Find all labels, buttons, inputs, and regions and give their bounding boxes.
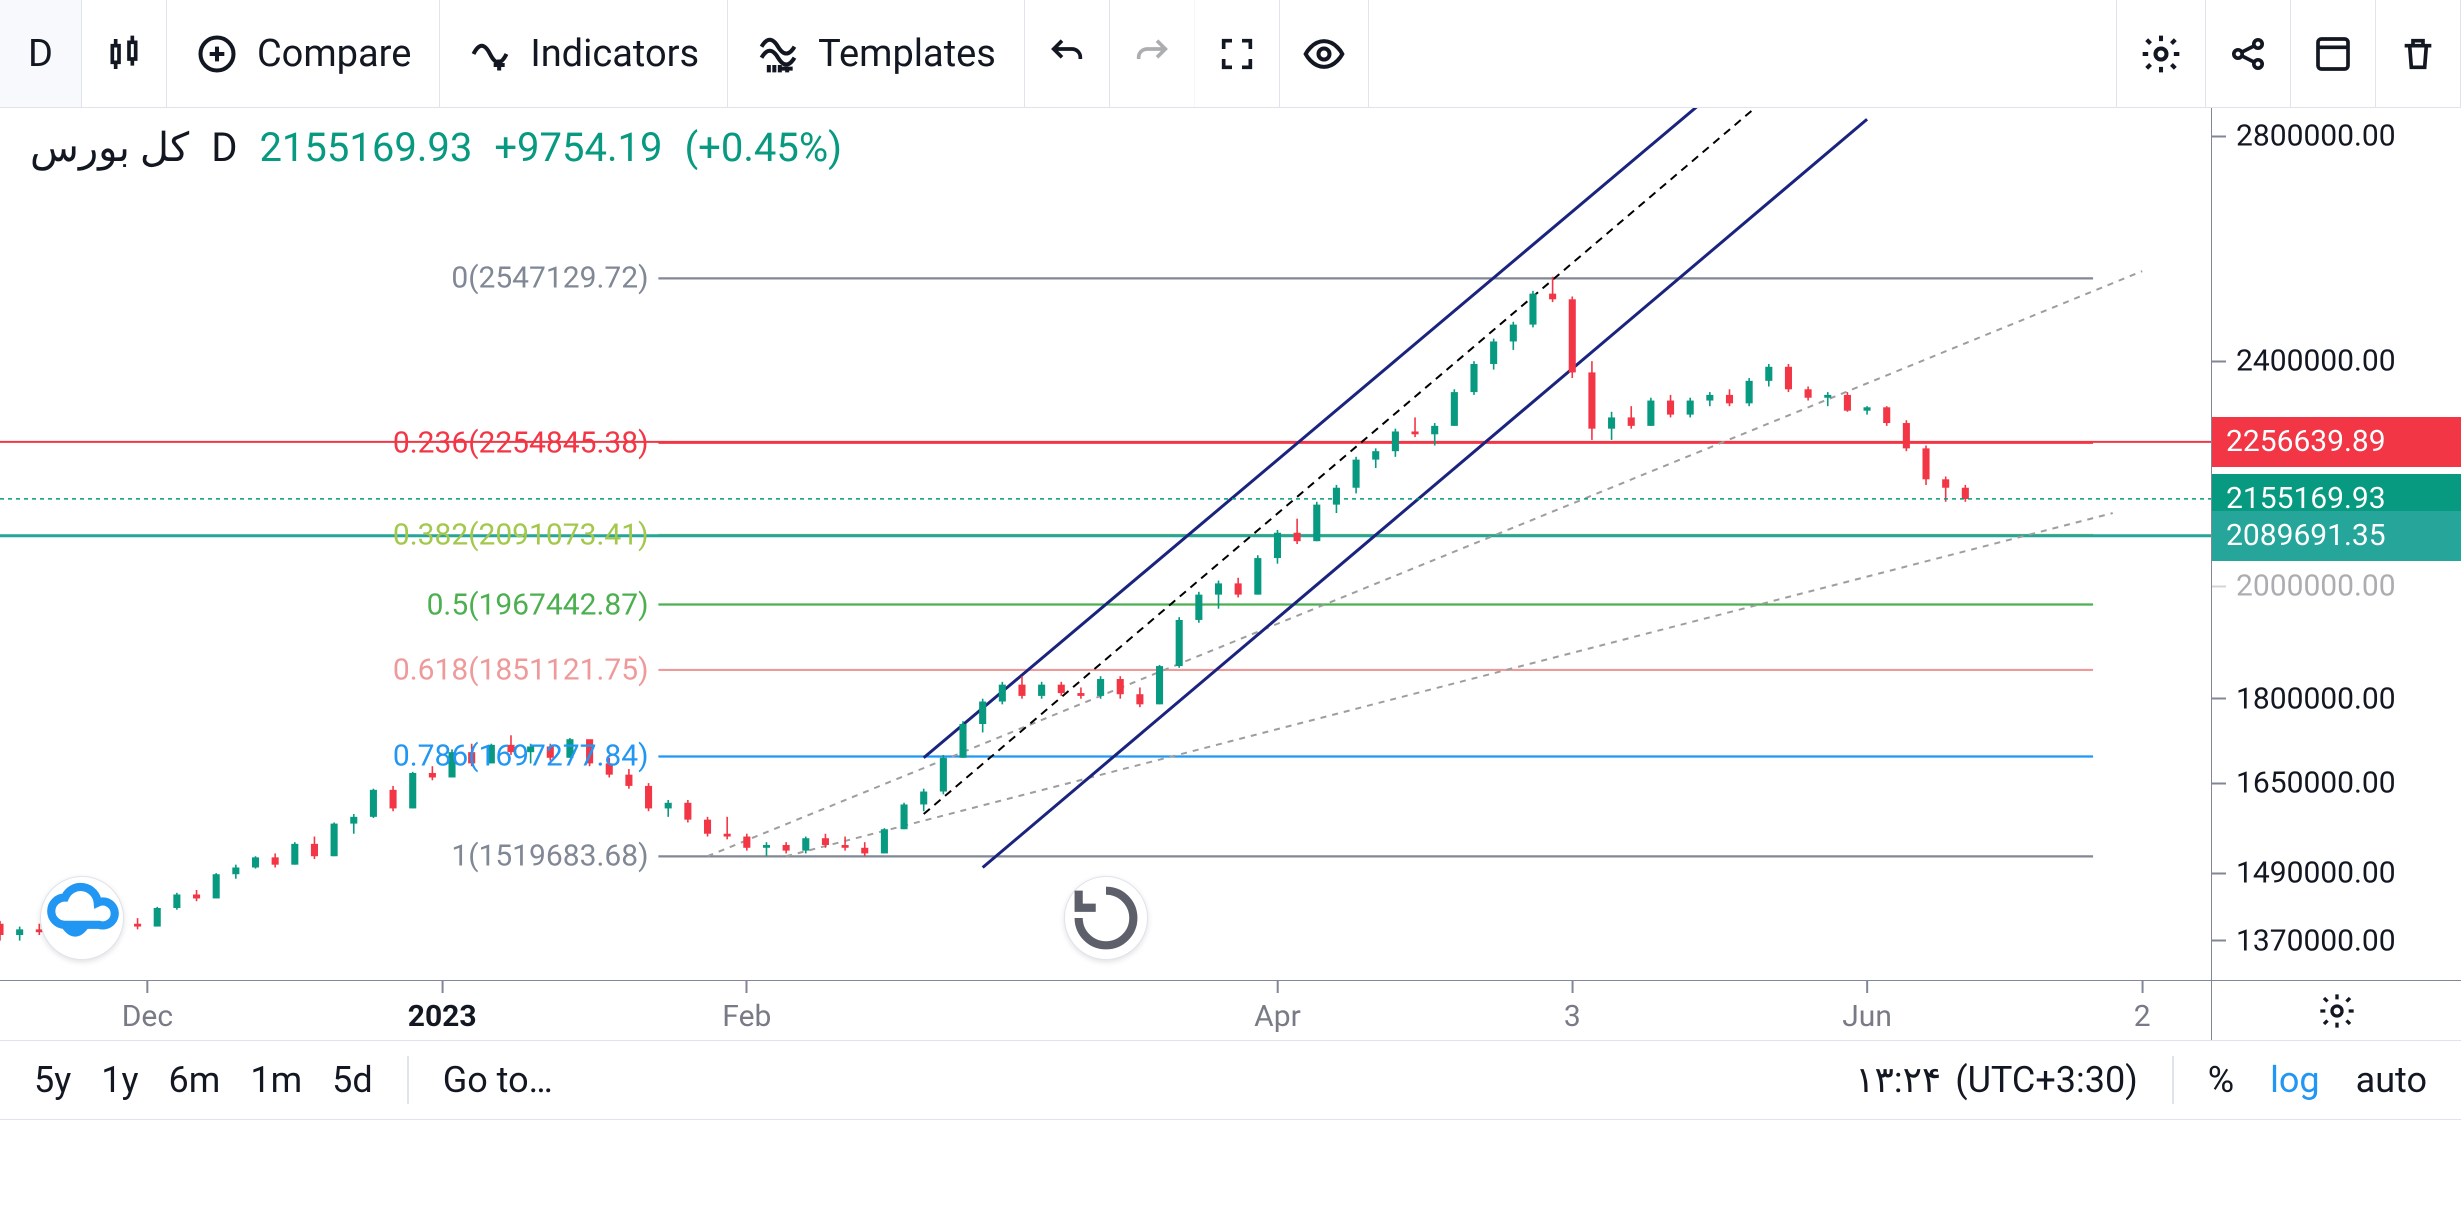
reset-button[interactable]: [1064, 876, 1148, 960]
share-button[interactable]: [2206, 0, 2291, 107]
chart-svg: [0, 108, 2211, 980]
y-price-label: 2256639.89: [2212, 417, 2461, 467]
x-tick: Apr: [1254, 981, 1301, 1040]
range-buttons: 5y 1y 6m 1m 5d: [0, 1059, 407, 1101]
x-tick: 2: [2134, 981, 2151, 1040]
candle-icon: [104, 34, 144, 74]
legend-change-pct: (+0.45%): [684, 124, 842, 171]
range-bar: 5y 1y 6m 1m 5d Go to… ۱۳:۲۴ (UTC+3:30) % log …: [0, 1040, 2461, 1120]
fib-level-label: 0(2547129.72): [451, 261, 648, 296]
y-price-label: 2089691.35: [2212, 511, 2461, 561]
time-axis[interactable]: Dec 2023 Feb Apr 3 Jun 2: [0, 980, 2211, 1040]
legend-timeframe: D: [211, 124, 237, 171]
status-bar: [0, 1120, 2461, 1220]
gear-icon: [2317, 991, 2357, 1031]
chart-legend: کل بورس D 2155169.93 +9754.19 (+0.45%): [30, 124, 842, 171]
range-button[interactable]: 1y: [101, 1059, 138, 1101]
toolbar-spacer: [1369, 0, 2117, 107]
range-button[interactable]: 5d: [332, 1059, 373, 1101]
fullscreen-button[interactable]: [1195, 0, 1280, 107]
fib-level-label: 0.236(2254845.38): [393, 425, 649, 460]
undo-button[interactable]: [1025, 0, 1110, 107]
fib-level-label: 1(1519683.68): [451, 839, 648, 874]
delete-button[interactable]: [2376, 0, 2461, 107]
x-tick: Dec: [122, 981, 173, 1040]
y-tick: 1650000.00: [2212, 766, 2461, 801]
fullscreen-icon: [1217, 34, 1257, 74]
settings-button[interactable]: [2117, 0, 2206, 107]
symbol-name: کل بورس: [30, 124, 189, 171]
plus-circle-icon: [195, 32, 239, 76]
price-axis[interactable]: 2800000.00 2400000.00 2000000.00 1800000.00…: [2211, 108, 2461, 980]
y-tick: 1490000.00: [2212, 856, 2461, 891]
compare-button[interactable]: Compare: [167, 0, 440, 107]
y-tick: 2400000.00: [2212, 344, 2461, 379]
x-tick: 2023: [408, 981, 477, 1040]
clock: ۱۳:۲۴ (UTC+3:30): [1821, 1059, 2172, 1101]
y-tick: 1370000.00: [2212, 923, 2461, 958]
pct-button[interactable]: %: [2208, 1059, 2234, 1101]
axis-settings-button[interactable]: [2211, 980, 2461, 1040]
redo-icon: [1132, 34, 1172, 74]
indicators-button[interactable]: Indicators: [440, 0, 728, 107]
chart-style-button[interactable]: [82, 0, 167, 107]
clock-time: ۱۳:۲۴: [1855, 1059, 1941, 1101]
fib-level-label: 0.618(1851121.75): [393, 652, 649, 687]
y-tick: 2000000.00: [2212, 569, 2461, 604]
chart-pane[interactable]: 0(2547129.72) 0.236(2254845.38) 0.382(2091…: [0, 108, 2211, 980]
compare-label: Compare: [257, 32, 411, 76]
range-button[interactable]: 5y: [34, 1059, 71, 1101]
timeframe-button[interactable]: D: [0, 0, 82, 107]
eye-icon: [1302, 32, 1346, 76]
auto-button[interactable]: auto: [2356, 1059, 2427, 1101]
goto-label: Go to…: [443, 1059, 553, 1101]
range-button[interactable]: 1m: [250, 1059, 302, 1101]
range-button[interactable]: 6m: [169, 1059, 221, 1101]
y-tick: 1800000.00: [2212, 681, 2461, 716]
indicators-icon: [468, 32, 512, 76]
goto-button[interactable]: Go to…: [409, 1059, 587, 1101]
legend-change: +9754.19: [494, 124, 662, 171]
chart-wrap: 0(2547129.72) 0.236(2254845.38) 0.382(2091…: [0, 108, 2461, 1040]
templates-icon: [756, 32, 800, 76]
top-toolbar: D Compare Indicators Templates: [0, 0, 2461, 108]
layout-icon: [2313, 34, 2353, 74]
snapshot-button[interactable]: [1280, 0, 1369, 107]
reset-icon: [1065, 877, 1147, 959]
scale-buttons: % log auto: [2174, 1059, 2461, 1101]
log-button[interactable]: log: [2270, 1059, 2320, 1101]
cloud-wave-icon: [41, 877, 123, 959]
redo-button[interactable]: [1110, 0, 1195, 107]
fib-level-label: 0.382(2091073.41): [393, 517, 649, 552]
layout-button[interactable]: [2291, 0, 2376, 107]
x-tick: 3: [1564, 981, 1581, 1040]
clock-tz: (UTC+3:30): [1955, 1059, 2137, 1101]
share-icon: [2228, 34, 2268, 74]
gear-icon: [2139, 32, 2183, 76]
templates-button[interactable]: Templates: [728, 0, 1025, 107]
trash-icon: [2398, 34, 2438, 74]
undo-icon: [1047, 34, 1087, 74]
indicators-label: Indicators: [530, 32, 699, 76]
templates-label: Templates: [818, 32, 996, 76]
x-tick: Jun: [1842, 981, 1892, 1040]
legend-last: 2155169.93: [259, 124, 472, 171]
fib-level-label: 0.786(1697277.84): [393, 739, 649, 774]
timeframe-label: D: [28, 32, 53, 76]
indicator-chip[interactable]: [40, 876, 124, 960]
y-tick: 2800000.00: [2212, 119, 2461, 154]
x-tick: Feb: [722, 981, 771, 1040]
fib-level-label: 0.5(1967442.87): [427, 587, 649, 622]
